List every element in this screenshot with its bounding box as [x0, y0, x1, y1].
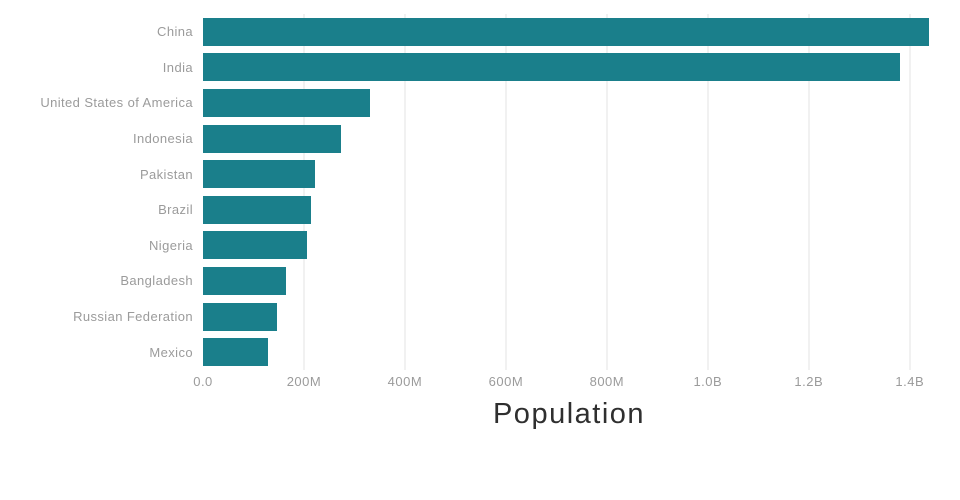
- chart-row: China: [0, 14, 935, 50]
- chart-row: Russian Federation: [0, 299, 935, 335]
- bar-area: [203, 156, 935, 192]
- category-label: China: [157, 24, 193, 40]
- category-label: Nigeria: [149, 237, 193, 253]
- gridline: [808, 14, 810, 370]
- gridline: [303, 14, 305, 370]
- bar: [203, 124, 341, 153]
- bar-rows: China India United States of America Indone…: [0, 14, 935, 370]
- bar: [203, 231, 307, 260]
- bar-area: [203, 50, 935, 86]
- bar-area: [203, 14, 935, 50]
- x-tick-label: 400M: [387, 374, 423, 389]
- bar: [203, 53, 900, 82]
- category-label: Russian Federation: [73, 309, 193, 325]
- chart-row: Mexico: [0, 334, 935, 370]
- x-tick-label: 0.0: [193, 374, 213, 389]
- category-label: India: [162, 59, 193, 75]
- x-tick-label: 1.4B: [895, 374, 925, 389]
- bar: [203, 266, 287, 295]
- bar-area: [203, 228, 935, 264]
- category-label: Pakistan: [139, 166, 193, 182]
- bar-area: [203, 334, 935, 370]
- plot-area: China India United States of America Indone…: [40, 14, 935, 370]
- x-tick-label: 1.0B: [693, 374, 723, 389]
- x-tick-label: 200M: [286, 374, 322, 389]
- category-label: Brazil: [158, 202, 193, 218]
- x-tick-label: 800M: [589, 374, 625, 389]
- gridlines: [203, 14, 935, 370]
- category-label: Bangladesh: [120, 273, 193, 289]
- bar: [203, 195, 311, 224]
- x-tick-label: 600M: [488, 374, 524, 389]
- bar-area: [203, 263, 935, 299]
- bar-area: [203, 85, 935, 121]
- x-axis-ticks: 0.0 200M 400M 600M 800M 1.0B 1.2B 1.4B: [193, 374, 935, 392]
- x-axis-title: Population: [492, 398, 646, 430]
- bar: [203, 302, 277, 331]
- gridline: [606, 14, 608, 370]
- bar: [203, 17, 930, 46]
- bar: [203, 338, 269, 367]
- gridline: [909, 14, 911, 370]
- chart-row: India: [0, 50, 935, 86]
- bar: [203, 88, 371, 117]
- gridline: [707, 14, 709, 370]
- category-label: Mexico: [149, 344, 193, 360]
- bar-area: [203, 299, 935, 335]
- bar-area: [203, 192, 935, 228]
- chart-row: Bangladesh: [0, 263, 935, 299]
- chart-row: Pakistan: [0, 156, 935, 192]
- category-label: Indonesia: [133, 131, 193, 147]
- category-label: United States of America: [40, 95, 193, 111]
- chart-row: United States of America: [0, 85, 935, 121]
- bar-area: [203, 121, 935, 157]
- chart-row: Nigeria: [0, 228, 935, 264]
- gridline: [404, 14, 406, 370]
- x-tick-label: 1.2B: [794, 374, 824, 389]
- gridline: [505, 14, 507, 370]
- chart-row: Indonesia: [0, 121, 935, 157]
- bar: [203, 160, 315, 189]
- chart-row: Brazil: [0, 192, 935, 228]
